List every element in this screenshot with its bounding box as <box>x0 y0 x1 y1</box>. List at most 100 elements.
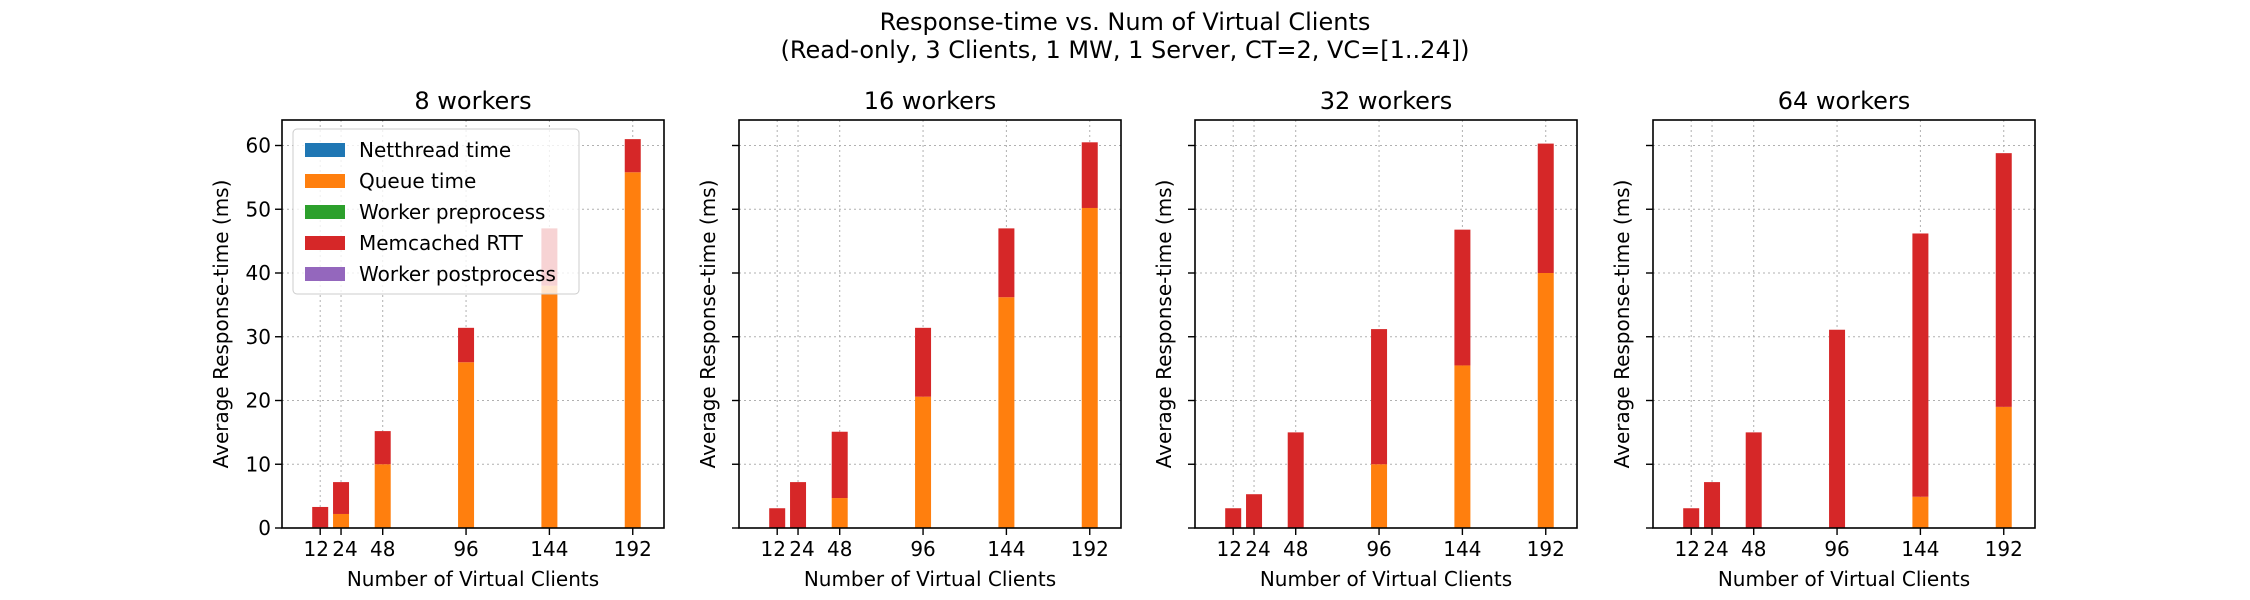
bar-segment-memcached-rtt-48 <box>374 431 391 465</box>
legend-swatch <box>305 267 345 281</box>
x-tick-label: 144 <box>987 537 1025 561</box>
bar-segment-queue-time-48 <box>374 464 391 528</box>
bar-segment-memcached-rtt-24 <box>1246 494 1263 528</box>
bar-segment-memcached-rtt-144 <box>1912 233 1929 497</box>
bar-segment-queue-time-144 <box>998 297 1015 528</box>
x-tick-label: 144 <box>1443 537 1481 561</box>
x-tick-label: 144 <box>530 537 568 561</box>
legend-label: Worker postprocess <box>359 262 556 286</box>
y-tick-label: 0 <box>258 516 271 540</box>
chart-panel-4: 12 24 48 96 144 192 64 workers Number of Virtua… <box>1610 87 2036 591</box>
x-tick-label: 192 <box>1071 537 1109 561</box>
x-tick-label: 24 <box>789 537 814 561</box>
x-tick-label: 24 <box>1703 537 1728 561</box>
bar-segment-queue-time-144 <box>541 285 558 528</box>
bar-segment-queue-time-192 <box>1537 273 1554 528</box>
bar-segment-memcached-rtt-12 <box>1683 508 1700 528</box>
x-axis-label: Number of Virtual Clients <box>1260 567 1512 591</box>
bar-segment-memcached-rtt-48 <box>831 431 848 499</box>
x-tick-label: 48 <box>827 537 852 561</box>
bar-segment-queue-time-96 <box>458 362 475 528</box>
bar-segment-memcached-rtt-192 <box>1995 153 2012 407</box>
bar-segment-queue-time-192 <box>624 172 641 528</box>
legend-swatch <box>305 143 345 157</box>
bar-segment-memcached-rtt-24 <box>790 482 807 528</box>
bar-segment-memcached-rtt-48 <box>1287 432 1304 528</box>
y-axis-label: Average Response-time (ms) <box>1610 180 1634 469</box>
bar-segment-memcached-rtt-96 <box>1829 329 1846 528</box>
axes-frame <box>1652 119 2036 529</box>
chart-panel-2: 12 24 48 96 144 192 16 workers Number of Virtua… <box>696 87 1122 591</box>
y-tick-label: 60 <box>246 134 271 158</box>
x-tick-label: 48 <box>370 537 395 561</box>
y-tick-label: 30 <box>246 325 271 349</box>
x-tick-label: 48 <box>1741 537 1766 561</box>
axes-frame <box>738 119 1122 529</box>
x-tick-label: 24 <box>332 537 357 561</box>
x-tick-label: 12 <box>1674 537 1699 561</box>
x-axis-label: Number of Virtual Clients <box>804 567 1056 591</box>
bar-segment-memcached-rtt-12 <box>312 506 329 528</box>
y-tick-label: 40 <box>246 261 271 285</box>
bar-segment-memcached-rtt-12 <box>769 508 786 528</box>
legend-swatch <box>305 205 345 219</box>
x-tick-label: 24 <box>1245 537 1270 561</box>
x-tick-label: 96 <box>910 537 935 561</box>
x-tick-label: 192 <box>614 537 652 561</box>
x-tick-label: 192 <box>1527 537 1565 561</box>
legend-label: Netthread time <box>359 138 511 162</box>
legend-label: Worker preprocess <box>359 200 545 224</box>
bar-segment-queue-time-144 <box>1454 365 1471 528</box>
panel-title: 64 workers <box>1778 87 1911 115</box>
x-tick-label: 144 <box>1901 537 1939 561</box>
y-axis-label: Average Response-time (ms) <box>209 180 233 469</box>
bar-segment-queue-time-192 <box>1081 207 1098 528</box>
legend-label: Queue time <box>359 169 476 193</box>
y-axis-label: Average Response-time (ms) <box>1152 180 1176 469</box>
legend-label: Memcached RTT <box>359 231 524 255</box>
axes-frame <box>281 119 665 529</box>
panel-title: 32 workers <box>1320 87 1453 115</box>
chart-panel-1: 0 10 20 30 40 50 60 12 24 48 96 144 192 8 workers Numb… <box>209 87 665 591</box>
x-tick-label: 48 <box>1283 537 1308 561</box>
figure-title-line1: Response-time vs. Num of Virtual Clients <box>880 8 1371 36</box>
bar-segment-queue-time-48 <box>831 498 848 528</box>
bar-segment-memcached-rtt-96 <box>1371 329 1388 465</box>
panel-title: 8 workers <box>414 87 531 115</box>
y-axis-label: Average Response-time (ms) <box>696 180 720 469</box>
figure-title-line2: (Read-only, 3 Clients, 1 MW, 1 Server, C… <box>781 36 1470 64</box>
bar-segment-memcached-rtt-144 <box>1454 229 1471 366</box>
bar-segment-memcached-rtt-96 <box>458 327 475 363</box>
legend-box <box>292 128 580 295</box>
y-tick-label: 20 <box>246 389 271 413</box>
bar-segment-memcached-rtt-192 <box>1081 142 1098 208</box>
x-tick-label: 96 <box>453 537 478 561</box>
x-tick-label: 192 <box>1985 537 2023 561</box>
y-tick-label: 50 <box>246 197 271 221</box>
legend-swatch <box>305 174 345 188</box>
legend: Netthread time Queue time Worker preproces… <box>292 128 580 295</box>
bar-segment-queue-time-192 <box>1995 406 2012 528</box>
x-tick-label: 12 <box>303 537 328 561</box>
x-tick-label: 96 <box>1824 537 1849 561</box>
x-tick-label: 12 <box>760 537 785 561</box>
y-tick-label: 10 <box>246 452 271 476</box>
bar-segment-queue-time-96 <box>915 396 932 528</box>
chart-panel-3: 12 24 48 96 144 192 32 workers Number of Virtua… <box>1152 87 1578 591</box>
bar-segment-memcached-rtt-144 <box>998 228 1015 298</box>
x-tick-label: 12 <box>1216 537 1241 561</box>
bar-segment-queue-time-96 <box>1371 464 1388 528</box>
bar-segment-queue-time-144 <box>1912 496 1929 528</box>
bar-segment-memcached-rtt-24 <box>1704 482 1721 528</box>
bar-segment-memcached-rtt-96 <box>915 327 932 397</box>
panel-title: 16 workers <box>864 87 997 115</box>
bar-segment-queue-time-24 <box>333 513 350 528</box>
bar-segment-memcached-rtt-24 <box>333 482 350 514</box>
legend-swatch <box>305 236 345 250</box>
x-axis-label: Number of Virtual Clients <box>347 567 599 591</box>
axes-frame <box>1194 119 1578 529</box>
x-axis-label: Number of Virtual Clients <box>1718 567 1970 591</box>
x-tick-label: 96 <box>1366 537 1391 561</box>
